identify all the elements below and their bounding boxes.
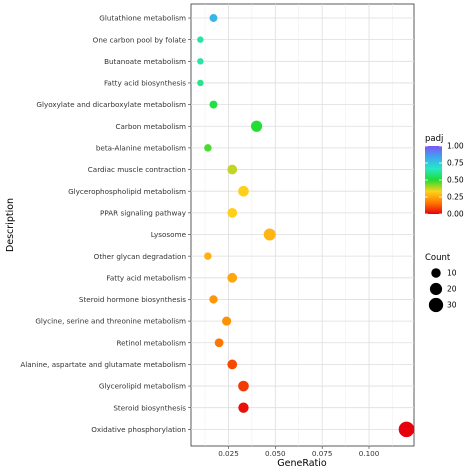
y-tick-label: Butanoate metabolism <box>104 57 186 66</box>
data-point <box>209 100 218 109</box>
y-tick-label: PPAR signaling pathway <box>100 208 187 217</box>
y-tick-label: Glycerolipid metabolism <box>99 382 186 391</box>
data-point <box>250 120 263 132</box>
y-tick-label: Steroid biosynthesis <box>113 403 186 412</box>
y-tick-label: Glyoxylate and dicarboxylate metabolism <box>36 100 186 109</box>
data-point <box>197 58 204 65</box>
colorbar-ticks: 0.00 0.25 0.50 0.75 1.00 <box>425 142 464 219</box>
color-legend: padj 0.00 0.25 0.50 0.75 1.00 <box>425 134 464 219</box>
y-tick-label: Cardiac muscle contraction <box>88 165 186 174</box>
y-tick-labels: Glutathione metabolism One carbon pool by… <box>20 14 191 434</box>
y-tick-label: Glutathione metabolism <box>99 14 186 23</box>
data-point <box>238 380 249 392</box>
data-point <box>263 228 276 241</box>
data-point <box>209 14 218 22</box>
size-legend-dot <box>431 268 441 278</box>
y-tick-label: Fatty acid metabolism <box>106 273 186 282</box>
y-tick-label: Oxidative phosphorylation <box>91 425 186 434</box>
plot-panel <box>190 3 415 447</box>
y-tick-label: Lysosome <box>151 230 187 239</box>
data-point <box>238 185 249 197</box>
x-tick-label: 0.050 <box>265 449 286 458</box>
size-legend-label: 20 <box>447 285 457 294</box>
colorbar-label: 1.00 <box>447 142 464 151</box>
size-legend-label: 30 <box>447 301 457 310</box>
y-tick-label: Fatty acid biosynthesis <box>104 79 186 88</box>
data-point <box>197 36 204 43</box>
grid <box>191 4 414 446</box>
colorbar-label: 0.75 <box>447 159 464 168</box>
x-tick-label: 0.025 <box>218 449 239 458</box>
data-point <box>238 402 249 413</box>
size-legend-items: 10 20 30 <box>428 268 457 313</box>
colorbar-label: 0.00 <box>447 210 464 219</box>
y-tick-label: Other glycan degradation <box>94 252 186 261</box>
colorbar-label: 0.50 <box>447 176 464 185</box>
y-tick-label: Glycerophospholipid metabolism <box>68 187 186 196</box>
y-tick-label: Alanine, aspartate and glutamate metabol… <box>20 360 186 369</box>
x-tick-label: 0.075 <box>312 449 333 458</box>
colorbar <box>425 146 442 214</box>
data-point <box>204 144 212 152</box>
y-tick-label: One carbon pool by folate <box>93 35 187 44</box>
x-axis-title: GeneRatio <box>277 458 327 469</box>
data-point <box>222 316 232 326</box>
y-tick-label: Glycine, serine and threonine metabolism <box>35 317 186 326</box>
y-tick-label: Steroid hormone biosynthesis <box>79 295 186 304</box>
data-point <box>209 295 218 304</box>
size-legend-dot <box>428 297 444 313</box>
data-point <box>214 338 224 348</box>
size-legend-title: Count <box>425 253 451 263</box>
y-axis-title: Description <box>5 198 16 252</box>
data-point <box>227 272 238 283</box>
y-tick-label: Carbon metabolism <box>115 122 186 131</box>
data-point <box>227 359 238 370</box>
data-point <box>204 252 212 260</box>
size-legend-dot <box>429 282 443 296</box>
data-point <box>398 421 415 438</box>
color-legend-title: padj <box>425 134 443 144</box>
y-tick-label: beta-Alanine metabolism <box>96 144 186 153</box>
x-axis: 0.025 0.050 0.075 0.100 <box>218 446 380 458</box>
size-legend: Count 10 20 30 <box>425 253 457 313</box>
colorbar-label: 0.25 <box>447 193 464 202</box>
data-point <box>227 164 238 175</box>
size-legend-label: 10 <box>447 269 457 278</box>
data-points <box>197 14 415 438</box>
data-point <box>197 79 204 87</box>
y-tick-label: Retinol metabolism <box>117 338 187 347</box>
x-tick-label: 0.100 <box>359 449 380 458</box>
data-point <box>227 207 238 218</box>
